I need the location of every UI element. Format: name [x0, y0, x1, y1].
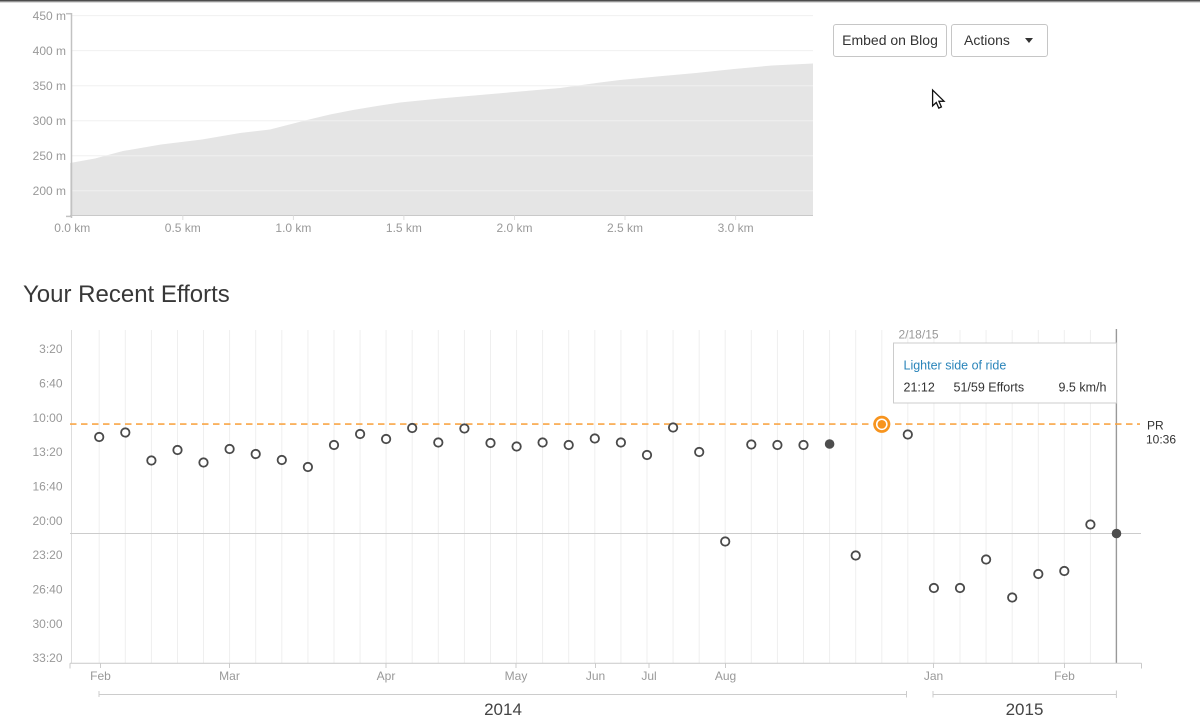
svg-text:Jul: Jul — [641, 669, 656, 683]
svg-text:Jan: Jan — [924, 669, 943, 683]
svg-text:2/18/15: 2/18/15 — [899, 328, 939, 342]
svg-text:23:20: 23:20 — [32, 548, 62, 562]
svg-text:PR: PR — [1147, 419, 1164, 433]
svg-text:Mar: Mar — [219, 669, 240, 683]
svg-text:Apr: Apr — [377, 669, 396, 683]
svg-text:10:36: 10:36 — [1146, 433, 1176, 447]
svg-text:21:12: 21:12 — [904, 380, 935, 394]
svg-text:0.0 km: 0.0 km — [54, 221, 90, 235]
svg-text:3.0 km: 3.0 km — [718, 221, 754, 235]
svg-text:51/59 Efforts: 51/59 Efforts — [954, 380, 1025, 394]
svg-text:Jun: Jun — [586, 669, 605, 683]
svg-text:400 m: 400 m — [33, 44, 66, 58]
svg-text:0.5 km: 0.5 km — [165, 221, 201, 235]
svg-text:13:20: 13:20 — [32, 445, 62, 459]
svg-text:Lighter side of ride: Lighter side of ride — [904, 359, 1007, 373]
svg-text:26:40: 26:40 — [32, 583, 62, 597]
svg-text:May: May — [505, 669, 528, 683]
svg-text:2.0 km: 2.0 km — [496, 221, 532, 235]
svg-text:2014: 2014 — [484, 700, 522, 719]
svg-text:6:40: 6:40 — [39, 377, 63, 391]
svg-text:Aug: Aug — [715, 669, 736, 683]
svg-text:9.5 km/h: 9.5 km/h — [1059, 380, 1107, 394]
svg-text:350 m: 350 m — [33, 79, 66, 93]
svg-text:33:20: 33:20 — [32, 651, 62, 665]
svg-text:16:40: 16:40 — [32, 480, 62, 494]
svg-text:20:00: 20:00 — [32, 514, 62, 528]
svg-text:1.5 km: 1.5 km — [386, 221, 422, 235]
svg-text:10:00: 10:00 — [32, 411, 62, 425]
svg-text:Feb: Feb — [1054, 669, 1075, 683]
svg-text:3:20: 3:20 — [39, 342, 63, 356]
svg-text:450 m: 450 m — [33, 9, 66, 23]
svg-text:250 m: 250 m — [33, 149, 66, 163]
svg-text:1.0 km: 1.0 km — [275, 221, 311, 235]
svg-text:2.5 km: 2.5 km — [607, 221, 643, 235]
svg-text:2015: 2015 — [1006, 700, 1044, 719]
svg-text:Feb: Feb — [90, 669, 111, 683]
svg-text:200 m: 200 m — [33, 184, 66, 198]
svg-text:300 m: 300 m — [33, 114, 66, 128]
svg-text:30:00: 30:00 — [32, 617, 62, 631]
